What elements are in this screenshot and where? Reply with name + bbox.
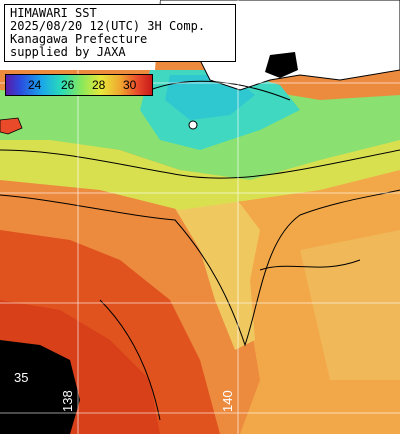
title-line-3: Kanagawa Prefecture [10, 32, 148, 46]
ocean-mild-area-2 [300, 230, 400, 380]
contour-line-2 [0, 189, 400, 347]
lon-label-138: 138 [60, 390, 75, 412]
temperature-legend: 24 26 28 30 [5, 74, 153, 96]
legend-label-28: 28 [92, 78, 106, 92]
contour-line-3 [149, 80, 291, 101]
title-line-4: supplied by JAXA [10, 45, 126, 59]
contour-line-4 [259, 259, 361, 271]
ocean-tongue [170, 190, 260, 350]
title-box: HIMAWARI SST 2025/08/20 12(UTC) 3H Comp.… [4, 4, 236, 62]
legend-label-30: 30 [123, 78, 137, 92]
lat-label-35: 35 [14, 370, 28, 385]
title-line-2: 2025/08/20 12(UTC) 3H Comp. [10, 19, 206, 33]
missing-data-bay [265, 52, 298, 78]
contour-line-5 [99, 299, 161, 421]
title-line-1: HIMAWARI SST [10, 6, 97, 20]
island-oshima [188, 120, 198, 130]
contour-line-1 [0, 149, 400, 179]
missing-data-southwest [0, 340, 80, 434]
legend-label-26: 26 [61, 78, 75, 92]
lon-label-140: 140 [220, 390, 235, 412]
legend-label-24: 24 [28, 78, 42, 92]
hot-spot-west [0, 117, 23, 135]
